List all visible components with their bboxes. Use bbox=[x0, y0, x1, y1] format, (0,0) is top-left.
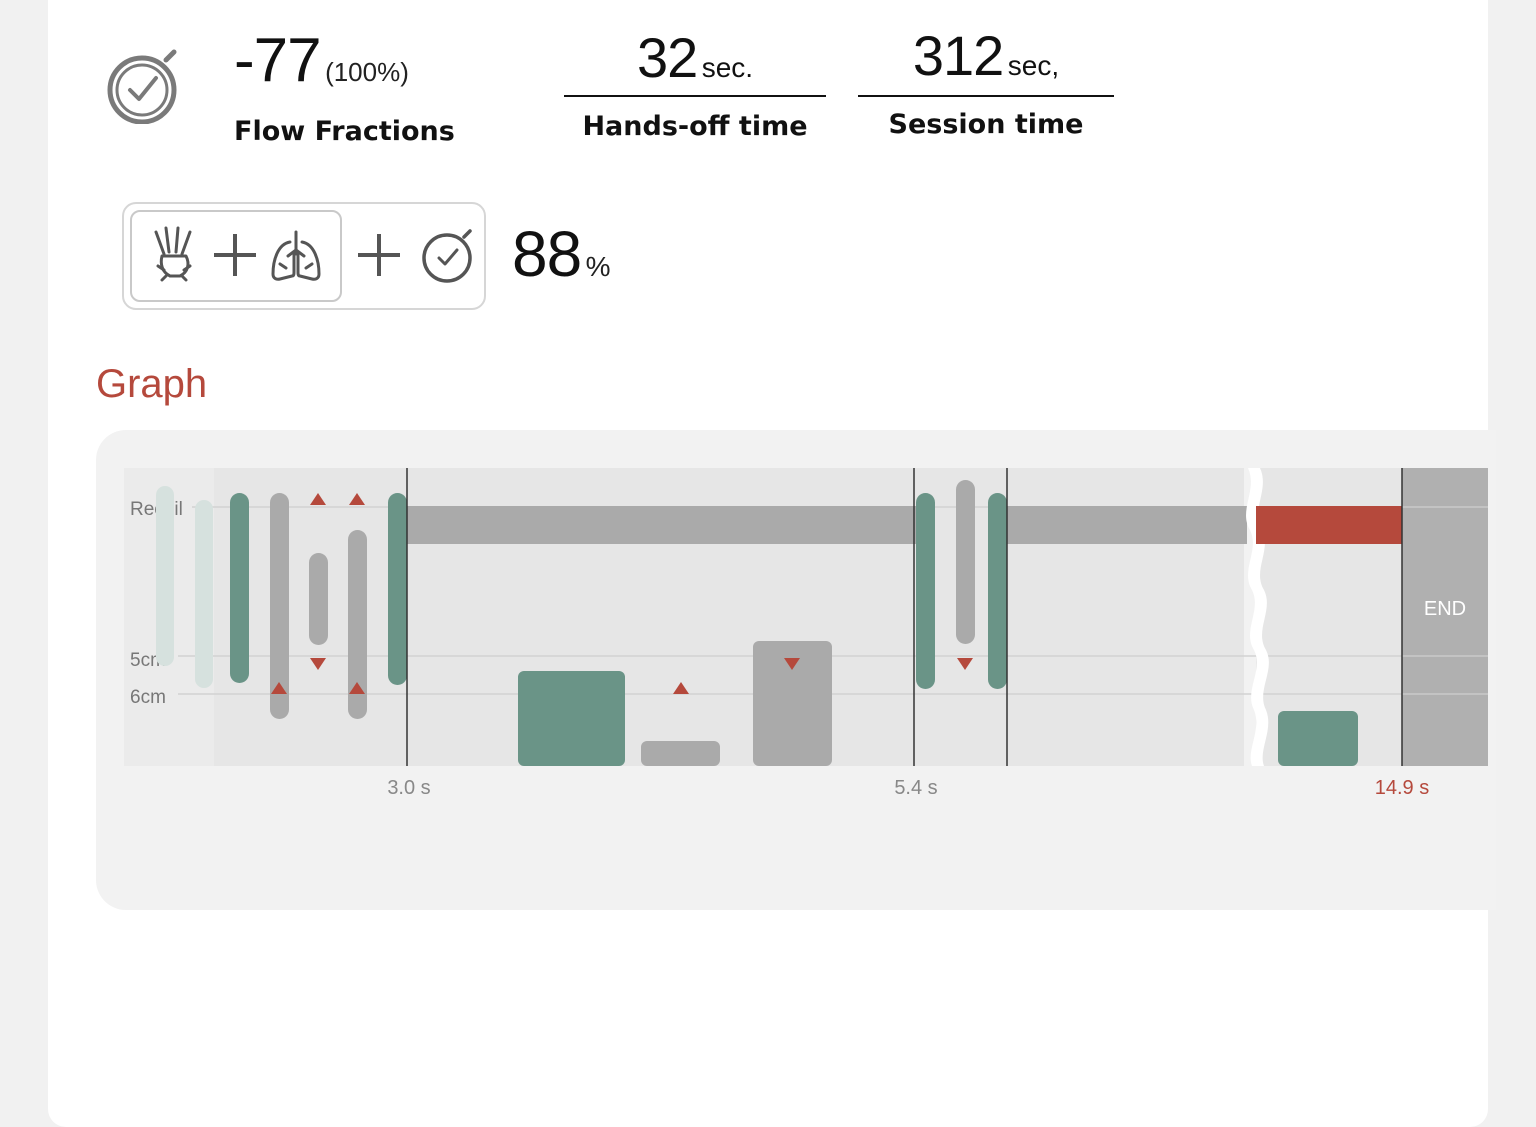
session-unit: sec, bbox=[1007, 50, 1060, 81]
stopwatch-icon bbox=[422, 229, 472, 283]
warning-down-triangle bbox=[310, 658, 326, 670]
ventilation-bar bbox=[1278, 711, 1358, 766]
hands-off-value-group: 32 sec. bbox=[564, 30, 826, 86]
warning-up-triangle bbox=[271, 682, 287, 694]
compression-bar bbox=[348, 530, 367, 719]
warning-up-triangle bbox=[349, 682, 365, 694]
hands-off-unit: sec. bbox=[701, 52, 754, 83]
compression-bar bbox=[156, 486, 174, 666]
flow-fraction-percent: (100%) bbox=[325, 57, 409, 87]
warning-up-triangle bbox=[310, 493, 326, 505]
compression-bar bbox=[388, 493, 407, 685]
pause-bar bbox=[407, 506, 916, 544]
lungs-icon bbox=[271, 230, 321, 281]
hands-off-label: Hands-off time bbox=[582, 111, 808, 142]
hands-off-divider bbox=[564, 95, 826, 97]
flow-fraction-value: -77 bbox=[234, 26, 322, 95]
flow-fraction-label: Flow Fractions bbox=[234, 116, 455, 147]
warning-up-triangle bbox=[673, 682, 689, 694]
x-tick-label: 3.0 s bbox=[387, 777, 430, 799]
session-value: 312 bbox=[912, 24, 1004, 87]
combined-score-unit: % bbox=[585, 251, 611, 282]
graph-title: Graph bbox=[96, 362, 208, 406]
compression-bar bbox=[270, 493, 289, 719]
end-zone bbox=[1402, 468, 1488, 766]
stopwatch-icon bbox=[107, 49, 177, 124]
compression-chart: Recoil 5cm 6cm END 3.0 s 5.4 s 14 bbox=[124, 468, 1488, 799]
time-markers bbox=[406, 468, 1403, 766]
flow-fraction-value-group: -77 (100%) bbox=[234, 30, 409, 92]
x-tick-label: 5.4 s bbox=[894, 777, 937, 799]
combined-score-group: 88 % bbox=[512, 222, 611, 286]
compression-bar bbox=[956, 480, 975, 644]
session-divider bbox=[858, 95, 1114, 97]
ventilation-bar bbox=[518, 671, 625, 766]
ventilation-bar bbox=[641, 741, 720, 766]
warning-down-triangle bbox=[957, 658, 973, 670]
ventilation-bar bbox=[753, 641, 832, 766]
hands-off-value: 32 bbox=[636, 26, 698, 89]
pause-bar bbox=[1007, 506, 1247, 544]
session-label: Session time bbox=[888, 109, 1084, 140]
warning-down-triangle bbox=[784, 658, 800, 670]
plus-icon bbox=[214, 234, 256, 276]
x-tick-label: 14.9 s bbox=[1375, 777, 1429, 799]
y-label-6cm: 6cm bbox=[130, 687, 166, 708]
compression-bar bbox=[916, 493, 935, 689]
compression-bar bbox=[230, 493, 249, 683]
session-value-group: 312 sec, bbox=[858, 28, 1114, 84]
end-label: END bbox=[1424, 598, 1466, 620]
hands-compression-icon bbox=[154, 226, 192, 282]
compression-bar bbox=[195, 500, 213, 688]
compression-bar bbox=[988, 493, 1007, 689]
alert-pause-bar bbox=[1256, 506, 1402, 544]
plus-icon bbox=[358, 234, 400, 276]
warning-up-triangle bbox=[349, 493, 365, 505]
compression-bar bbox=[309, 553, 328, 645]
combined-score-value: 88 bbox=[512, 218, 582, 290]
